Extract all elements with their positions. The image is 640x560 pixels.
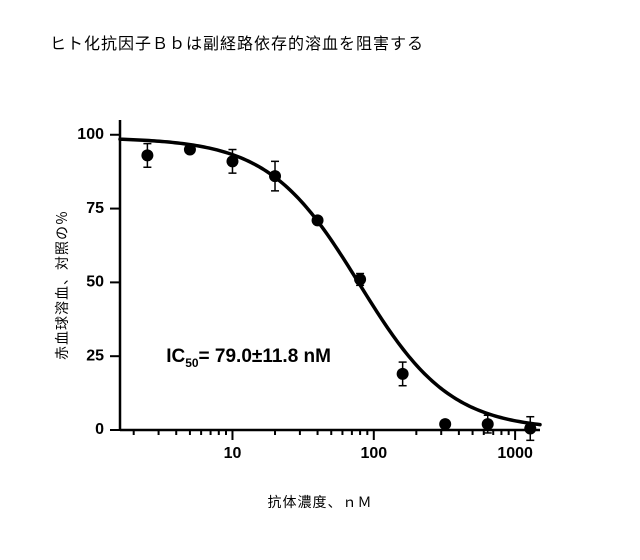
svg-text:75: 75 (86, 200, 104, 217)
page: ヒト化抗因子Ｂｂは副経路依存的溶血を阻害する 赤血球溶血、対照の％ 0 25 50 7… (0, 0, 640, 560)
dose-response-chart: 0255075100101001000IC50= 79.0±11.8 nM (40, 100, 560, 480)
svg-text:0: 0 (95, 421, 104, 438)
x-axis-label: 抗体濃度、ｎＭ (40, 492, 600, 512)
chart-container: 赤血球溶血、対照の％ 0255075100101001000IC50= 79.0… (40, 100, 600, 520)
svg-text:50: 50 (86, 274, 104, 291)
svg-text:10: 10 (224, 445, 242, 462)
svg-text:100: 100 (77, 126, 104, 143)
y-axis-label: 赤血球溶血、対照の％ (52, 210, 72, 360)
svg-text:1000: 1000 (497, 445, 533, 462)
svg-text:25: 25 (86, 347, 104, 364)
svg-text:100: 100 (360, 445, 387, 462)
page-title: ヒト化抗因子Ｂｂは副経路依存的溶血を阻害する (50, 30, 424, 54)
